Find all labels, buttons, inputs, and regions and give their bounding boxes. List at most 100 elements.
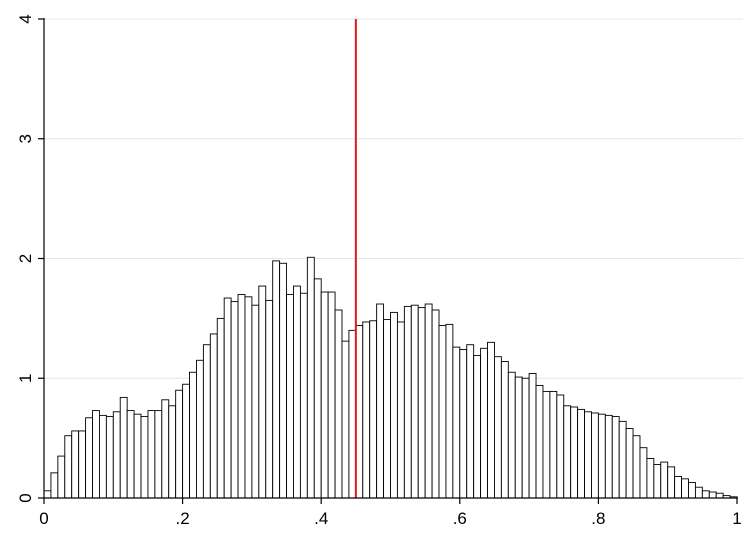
histogram-bar [383,319,391,499]
histogram-bar [681,478,689,499]
histogram-bar [341,340,350,499]
histogram-bar [126,410,135,499]
histogram-bar [85,417,93,499]
histogram-bar [98,414,107,499]
histogram-bar [78,430,87,499]
histogram-bar [618,420,627,499]
x-tick-label: .2 [176,509,190,528]
histogram-bar [43,490,52,499]
histogram-bar [390,311,398,499]
histogram-bar [396,321,405,499]
x-tick-label: .6 [453,509,467,528]
histogram-bar [708,491,717,499]
histogram-bar [521,377,530,499]
histogram-bar [424,303,433,499]
y-tick-label: 3 [16,134,35,143]
histogram-bar [494,356,502,499]
histogram-bar [459,349,468,499]
histogram-bar [438,325,447,499]
x-tick-label: .8 [591,509,605,528]
histogram-bar [653,464,662,499]
histogram-bar [189,371,197,499]
histogram-bar [417,307,426,499]
histogram-bar [147,410,156,499]
histogram-bar [487,341,495,499]
histogram-bar [119,396,128,499]
histogram-bar [92,410,100,499]
histogram-bar [112,411,121,499]
histogram-bar [452,346,461,499]
histogram-bar [507,371,516,499]
histogram-bar [688,481,696,499]
histogram-bar [542,390,551,499]
y-tick-label: 4 [16,14,35,23]
histogram-bar [410,304,419,499]
histogram-bar [362,321,371,499]
histogram-bar [265,299,274,499]
histogram-bar [604,414,613,499]
histogram-bar [182,383,190,499]
histogram-bar [597,413,606,499]
histogram-bar [286,293,294,499]
histogram-bar [715,492,724,499]
histogram-bar [209,333,218,499]
histogram-bar [480,347,488,499]
histogram-bar [230,301,239,499]
histogram-bar [293,285,301,499]
histogram-bar [71,430,80,499]
histogram-bar [196,359,204,499]
histogram-bar [50,472,59,499]
histogram-bar [140,416,149,499]
histogram-bar [272,260,281,499]
histogram-bar [570,406,579,499]
histogram-bar [514,376,523,499]
histogram-bar [313,278,322,499]
histogram-bar [237,293,246,499]
histogram-bar [701,490,710,499]
histogram-bar [168,405,177,499]
histogram-bar [327,291,336,499]
y-tick-label: 1 [16,374,35,383]
histogram-bar [133,413,142,499]
histogram-bar [584,411,592,499]
histogram-bar [473,355,482,499]
histogram-bar [632,435,641,499]
axes: 0 1 2 3 4 0 .2 .4 .6 .8 1 [16,14,742,528]
histogram-bar [535,384,544,499]
histogram-bar [202,344,211,499]
histogram-bar [694,486,703,499]
histogram-bar [466,344,475,499]
histogram-bar [299,292,308,499]
x-tick-label: 1 [732,509,741,528]
histogram-bar [175,389,184,499]
histogram-bar [625,428,634,499]
histogram-bar [320,291,329,499]
x-tick-label: .4 [314,509,328,528]
x-tick-label: 0 [39,509,48,528]
histogram-bar [500,361,509,499]
histogram-bar [334,309,343,499]
histogram-bar [591,412,599,499]
histogram-bar [57,455,66,499]
histogram-bar [556,394,565,499]
histogram-bar [105,416,114,499]
histogram-bar [549,390,558,499]
histogram-bar [64,435,73,499]
histogram-bar [348,329,357,499]
histogram-bar [660,461,669,499]
histogram-bar [306,256,315,499]
histogram-bar [244,296,253,499]
histogram-bar [646,458,655,499]
histogram-bar [611,416,620,499]
histogram-bar [528,373,537,499]
histogram-bar [403,305,412,499]
histogram-bar [639,447,648,499]
histogram-bar [577,408,585,499]
histogram-bar [369,320,378,499]
histogram-bar [251,304,260,499]
histogram-bar [376,303,385,499]
histogram-bar [431,309,440,499]
histogram-bars [43,256,738,499]
